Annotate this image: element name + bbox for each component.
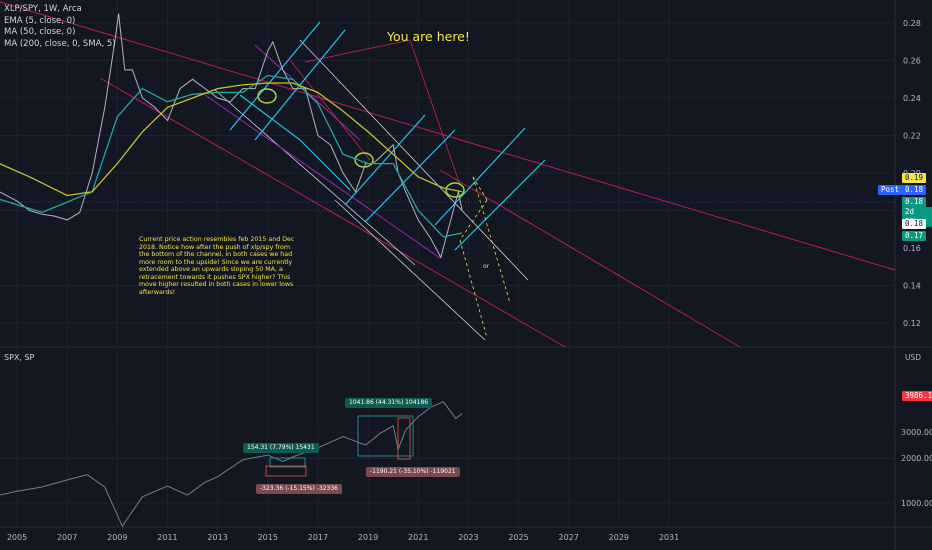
y-tick-label: 0.22 [903,132,921,141]
y-tick-label: 0.12 [903,319,921,328]
y-tick-label: 0.28 [903,19,921,28]
x-tick-label: 2023 [458,533,478,542]
y-tick-label: 2000.00 [901,454,932,463]
projection-path-2 [472,176,488,201]
x-tick-label: 2029 [609,533,629,542]
price-label-ema: 0.18 [902,219,927,229]
cyan-channel-line [454,159,546,251]
purple-trendline [254,44,361,141]
x-tick-label: 2019 [358,533,378,542]
symbol-label[interactable]: XLP/SPY, 1W, Arca [4,4,82,14]
cyan-channel-line [344,114,426,206]
indicator-ema[interactable]: EMA (5, close, 0) [4,15,76,26]
series-ma-200 [0,82,463,197]
post-market-badge: Post [878,185,903,195]
y-tick-label: 0.26 [903,57,921,66]
measure-box [269,457,306,468]
spx-last-price: 3986.15 [902,391,932,401]
target-line [289,59,371,161]
x-tick-label: 2021 [408,533,428,542]
measure-box [357,415,414,457]
cyan-channel-line [254,29,346,141]
y-tick-label: 1000.00 [901,499,932,508]
measure-label-2018-up[interactable]: 1041.86 (44.31%) 104186 [345,398,433,408]
channel-lower-line [439,169,741,348]
x-tick-label: 2025 [508,533,528,542]
channel-upper-line [0,1,896,271]
white-channel-lower [334,199,486,341]
x-tick-label: 2009 [107,533,127,542]
x-tick-label: 2015 [258,533,278,542]
purple-trendline [204,94,441,259]
measure-label-2018-down[interactable]: -1190.21 (-35.10%) -119021 [366,467,460,477]
measure-box [397,417,411,460]
measure-label-2015-up[interactable]: 154.31 (7.79%) 15431 [243,443,319,453]
indicator-ma50[interactable]: MA (50, close, 0) [4,27,76,37]
projection-path-2 [459,199,488,241]
target-line [409,39,461,186]
cyan-channel-line [434,127,526,226]
y-tick-label: 0.24 [903,94,921,103]
y-tick-label: 3000.00 [901,428,932,437]
analysis-note: Current price action resembles feb 2015 … [139,236,295,296]
measure-box [265,465,307,477]
you-are-here-annotation: You are here! [387,29,470,44]
series-spx [0,401,463,528]
indicator-ma200[interactable]: MA (200, close, 0, SMA, 5) [4,38,116,49]
x-tick-label: 2005 [7,533,27,542]
y-tick-label: 0.14 [903,282,921,291]
price-label-ma200: 0.19 [902,173,927,183]
cyan-channel-line [364,129,456,223]
white-channel-mid [214,89,416,266]
x-tick-label: 2027 [559,533,579,542]
measure-label-2015-down[interactable]: -323.36 (-15.15%) -32336 [256,484,342,494]
channel-mid-line [99,77,566,348]
currency-label: USD [905,353,922,362]
projection-path-2 [459,239,488,339]
top-legend: XLP/SPY, 1W, Arca EMA (5, close, 0) MA (… [4,4,116,50]
x-tick-label: 2013 [207,533,227,542]
price-label-post: 0.18 [902,185,927,195]
or-annotation: or [483,263,490,270]
projection-path-1 [472,176,511,304]
highlight-ellipse [445,182,465,198]
price-label-last: 0.18 [902,197,927,207]
x-tick-label: 2011 [157,533,177,542]
spx-legend[interactable]: SPX, SP [4,353,35,362]
cyan-channel-line [299,139,351,191]
highlight-ellipse [257,88,277,104]
series-xlp-spy [0,13,463,259]
y-tick-label: 0.16 [903,244,921,253]
x-tick-label: 2017 [308,533,328,542]
series-ma-50 [0,74,463,238]
x-tick-label: 2007 [57,533,77,542]
white-channel-upper [299,39,529,281]
price-label-ma50: 0.17 [902,231,927,241]
x-tick-label: 2031 [659,533,679,542]
cyan-channel-line [239,94,301,141]
